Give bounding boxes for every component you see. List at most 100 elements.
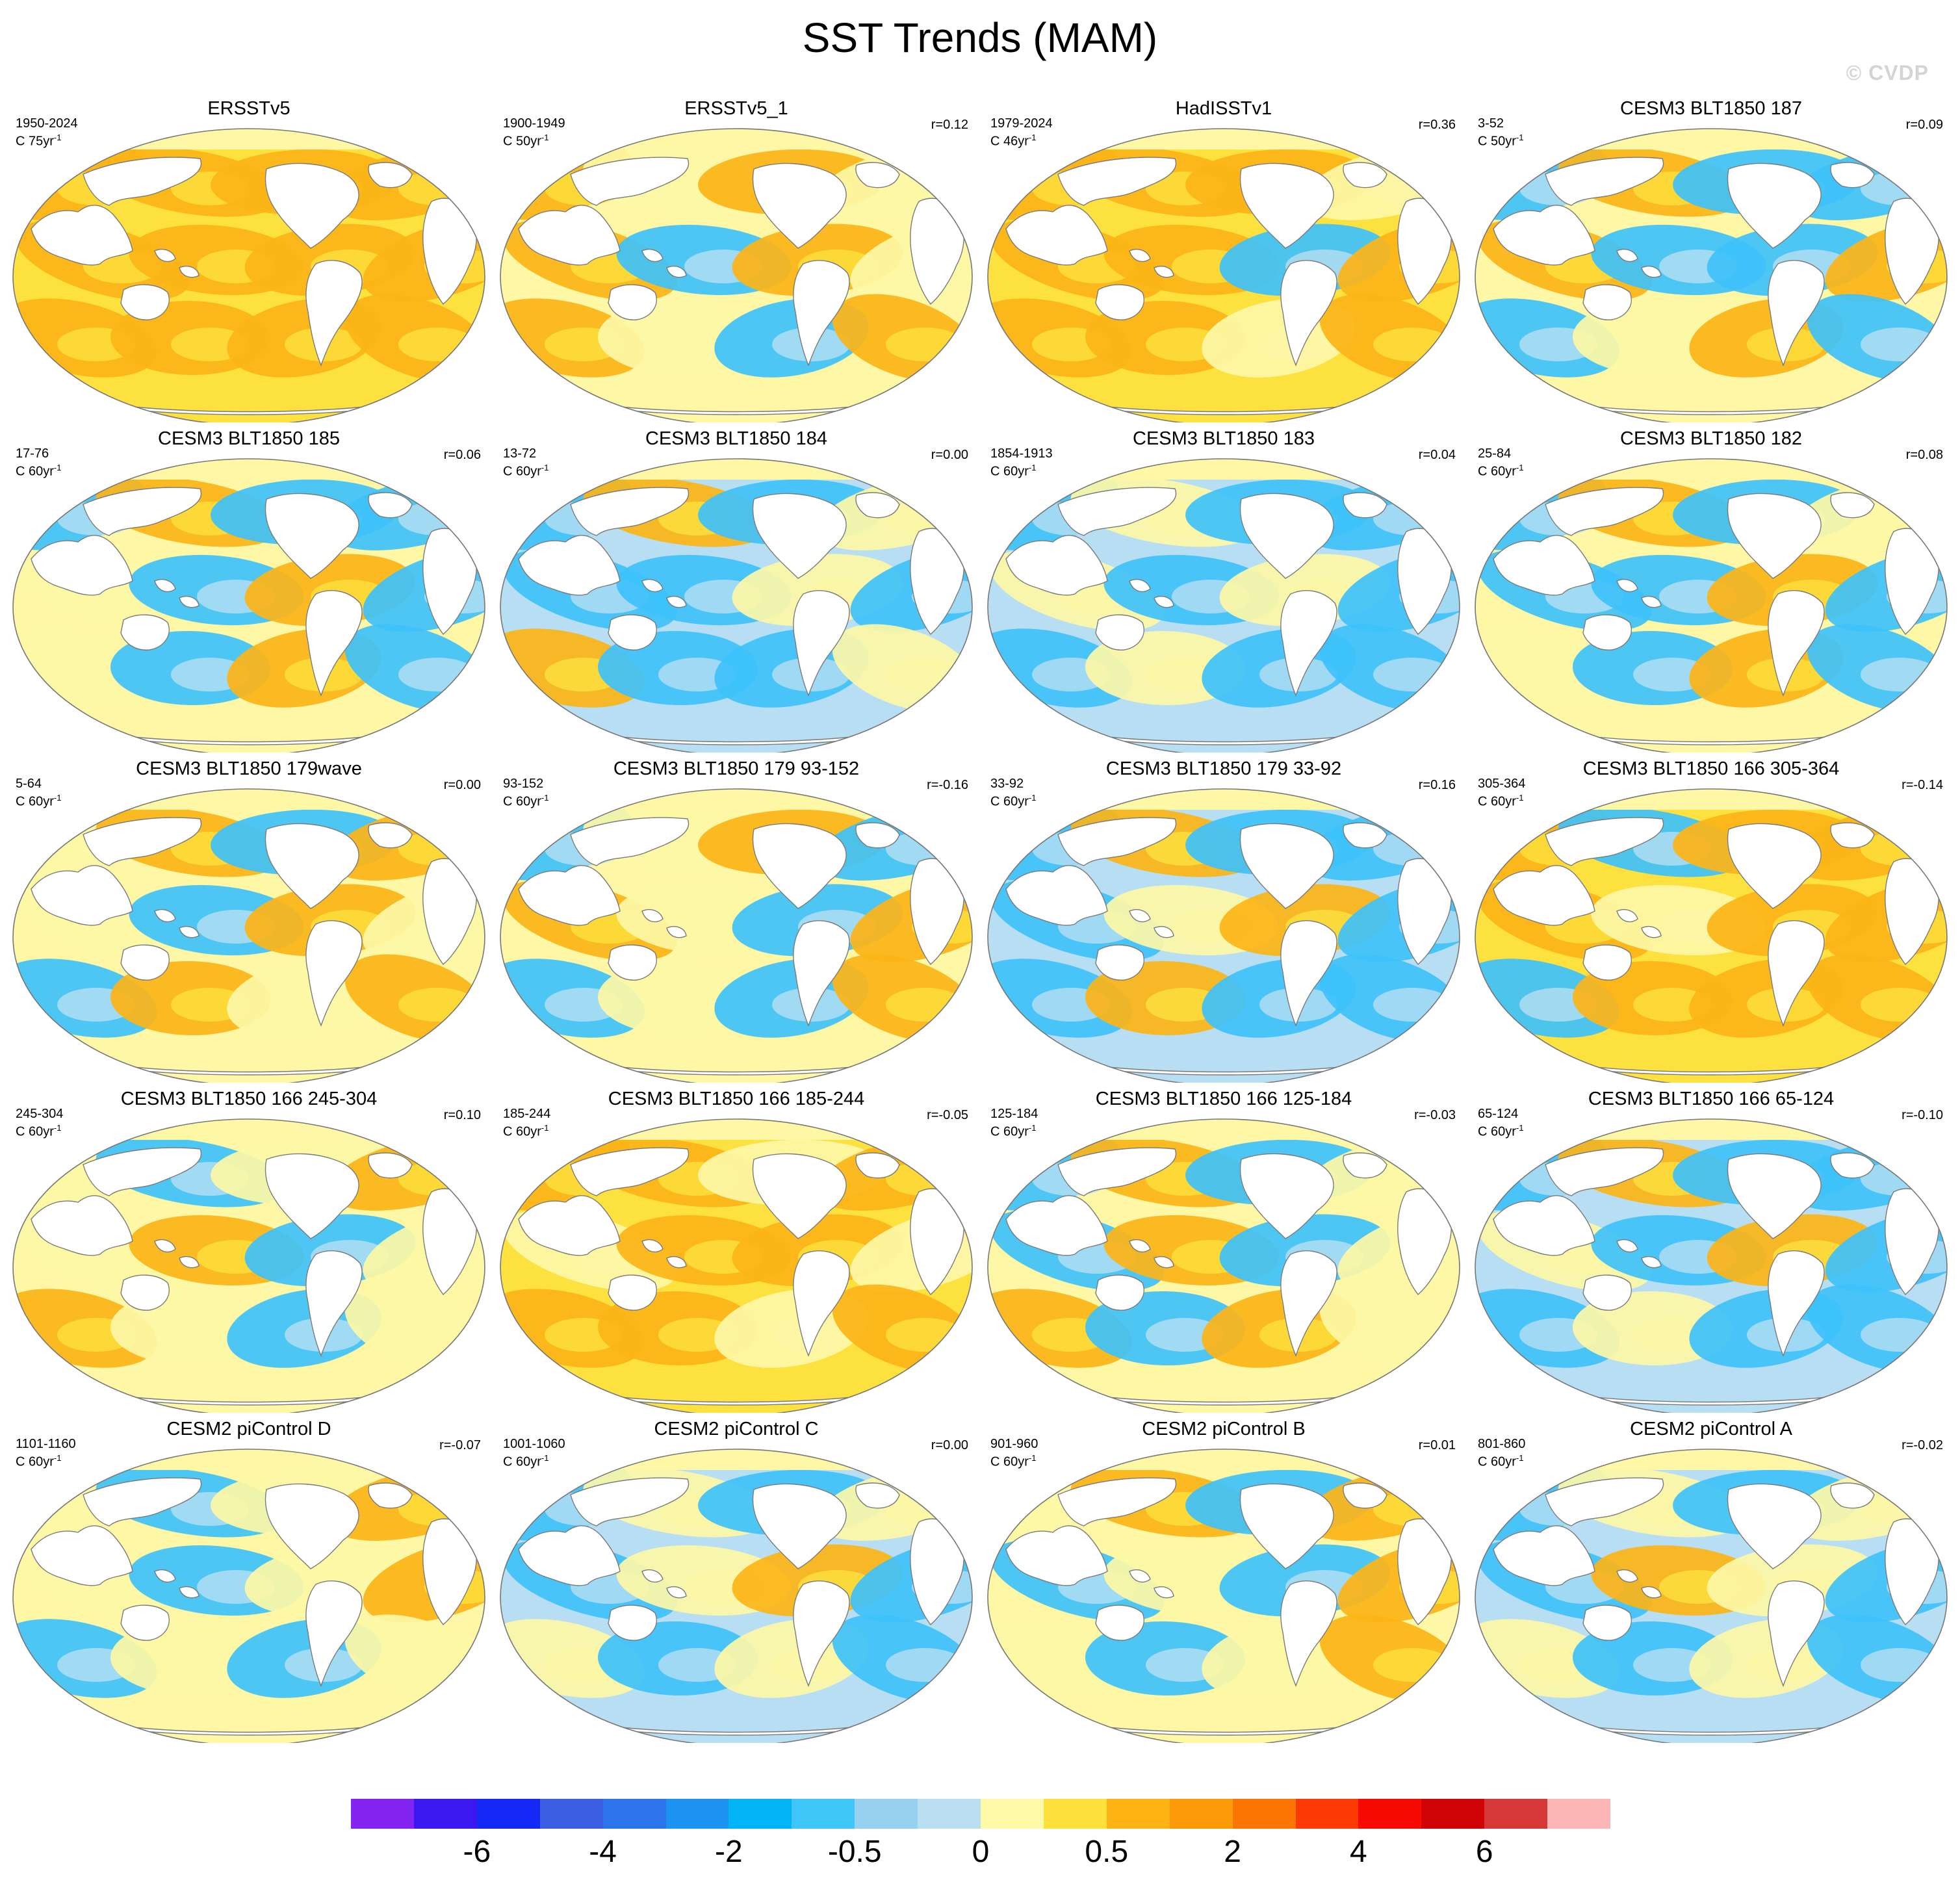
panel-correlation: r=-0.05 <box>927 1108 968 1122</box>
map-panel: CESM3 BLT1850 166 305-364 305-364 C 60yr-1… <box>1467 758 1955 1083</box>
sst-trend-map <box>12 458 485 753</box>
map-panel: CESM3 BLT1850 185 17-76 C 60yr-1 r=0.06 <box>5 428 493 753</box>
map-panel: CESM3 BLT1850 166 245-304 245-304 C 60yr-1… <box>5 1088 493 1413</box>
panel-rate: C 60yr-1 <box>16 793 62 809</box>
map-panel: CESM3 BLT1850 179wave 5-64 C 60yr-1 r=0.00 <box>5 758 493 1083</box>
panel-correlation: r=0.16 <box>1418 778 1456 792</box>
panel-correlation: r=-0.10 <box>1902 1108 1943 1122</box>
colorbar-swatch <box>476 1799 541 1829</box>
panel-rate: C 60yr-1 <box>503 793 549 809</box>
panel-years: 5-64 <box>16 777 42 791</box>
panel-correlation: r=-0.02 <box>1902 1438 1943 1452</box>
panel-title: CESM3 BLT1850 184 <box>645 428 827 449</box>
panel-years: 13-72 <box>503 446 537 461</box>
colorbar-swatch <box>918 1799 981 1829</box>
panel-rate: C 60yr-1 <box>1478 793 1524 809</box>
colorbar-swatch <box>1043 1799 1107 1829</box>
watermark-text: © CVDP <box>1846 61 1929 84</box>
colorbar-swatch <box>1421 1799 1485 1829</box>
map-panel: ERSSTv5 1950-2024 C 75yr-1 <box>5 97 493 422</box>
panel-correlation: r=-0.07 <box>439 1438 481 1452</box>
panel-rate: C 60yr-1 <box>990 793 1037 809</box>
panel-title: CESM3 BLT1850 166 65-124 <box>1588 1089 1835 1109</box>
sst-trend-map <box>500 128 973 422</box>
colorbar-tick-label: -4 <box>589 1835 617 1869</box>
panel-rate: C 50yr-1 <box>1478 133 1524 149</box>
panel-title: CESM3 BLT1850 179 33-92 <box>1105 758 1342 779</box>
panel-title: CESM2 piControl D <box>166 1419 331 1439</box>
colorbar-swatch <box>1484 1799 1548 1829</box>
panel-years: 1950-2024 <box>16 116 78 131</box>
panel-title: CESM2 piControl A <box>1630 1419 1792 1439</box>
sst-trend-map <box>987 458 1460 753</box>
colorbar-swatch <box>665 1799 729 1829</box>
panel-rate: C 60yr-1 <box>503 1453 549 1469</box>
panel-title: CESM3 BLT1850 185 <box>158 428 340 449</box>
map-panel: CESM2 piControl B 901-960 C 60yr-1 r=0.01 <box>980 1418 1467 1743</box>
colorbar-tick-label: 6 <box>1475 1835 1493 1869</box>
sst-trend-map <box>12 788 485 1083</box>
panel-title: CESM2 piControl B <box>1142 1419 1306 1439</box>
sst-trend-map <box>500 1449 973 1743</box>
panel-years: 245-304 <box>16 1107 64 1121</box>
colorbar-swatch <box>729 1799 792 1829</box>
map-panel: HadISSTv1 1979-2024 C 46yr-1 r=0.36 <box>980 97 1467 422</box>
colorbar-swatch <box>1547 1799 1611 1829</box>
panel-rate: C 60yr-1 <box>1478 1123 1524 1139</box>
panel-correlation: r=0.00 <box>931 1438 968 1452</box>
panel-years: 185-244 <box>503 1107 551 1121</box>
sst-trend-map <box>987 128 1460 422</box>
panel-title: CESM3 BLT1850 166 185-244 <box>608 1089 865 1109</box>
sst-trend-map <box>12 1118 485 1413</box>
panel-years: 1979-2024 <box>990 116 1053 131</box>
colorbar-swatch <box>855 1799 918 1829</box>
panel-years: 305-364 <box>1478 777 1526 791</box>
panel-rate: C 60yr-1 <box>1478 1453 1524 1469</box>
panel-years: 125-184 <box>990 1107 1038 1121</box>
colorbar-swatch <box>1169 1799 1233 1829</box>
panel-title: CESM3 BLT1850 179wave <box>136 758 362 779</box>
panel-rate: C 60yr-1 <box>1478 463 1524 479</box>
panel-rate: C 75yr-1 <box>16 133 62 149</box>
panel-title: ERSSTv5 <box>207 98 290 119</box>
colorbar-tick-label: 2 <box>1224 1835 1241 1869</box>
sst-trend-map <box>1475 788 1948 1083</box>
panel-title: CESM2 piControl C <box>654 1419 819 1439</box>
sst-trend-map <box>500 458 973 753</box>
map-panel: CESM2 piControl A 801-860 C 60yr-1 r=-0.02 <box>1467 1418 1955 1743</box>
colorbar-swatch <box>981 1799 1044 1829</box>
panel-correlation: r=-0.16 <box>927 778 968 792</box>
panel-correlation: r=0.00 <box>931 448 968 462</box>
panel-rate: C 50yr-1 <box>503 133 549 149</box>
panel-rate: C 60yr-1 <box>503 463 549 479</box>
panel-years: 801-860 <box>1478 1437 1526 1451</box>
panel-correlation: r=-0.03 <box>1414 1108 1456 1122</box>
colorbar-swatch <box>1232 1799 1296 1829</box>
colorbar-swatch <box>539 1799 604 1829</box>
panel-correlation: r=0.06 <box>443 448 481 462</box>
colorbar-swatch <box>1106 1799 1170 1829</box>
map-panel: CESM3 BLT1850 166 185-244 185-244 C 60yr-1… <box>493 1088 980 1413</box>
panel-title: ERSSTv5_1 <box>684 98 788 119</box>
panel-rate: C 46yr-1 <box>990 133 1037 149</box>
panel-years: 1854-1913 <box>990 446 1053 461</box>
colorbar <box>351 1799 1611 1829</box>
panel-correlation: r=0.36 <box>1418 118 1456 132</box>
map-panel: CESM3 BLT1850 166 125-184 125-184 C 60yr-1… <box>980 1088 1467 1413</box>
panel-correlation: r=0.00 <box>443 778 481 792</box>
colorbar-tick-label: 0.5 <box>1085 1835 1129 1869</box>
sst-trend-map <box>1475 458 1948 753</box>
panel-rate: C 60yr-1 <box>990 1453 1037 1469</box>
panel-years: 93-152 <box>503 777 544 791</box>
panel-years: 25-84 <box>1478 446 1512 461</box>
panel-years: 901-960 <box>990 1437 1038 1451</box>
panel-years: 33-92 <box>990 777 1024 791</box>
panel-title: CESM3 BLT1850 166 245-304 <box>120 1089 378 1109</box>
map-panel: CESM3 BLT1850 179 93-152 93-152 C 60yr-1 r=… <box>493 758 980 1083</box>
map-panel: CESM3 BLT1850 187 3-52 C 50yr-1 r=0.09 <box>1467 97 1955 422</box>
sst-trend-map <box>1475 1449 1948 1743</box>
sst-trend-map <box>12 1449 485 1743</box>
panel-correlation: r=0.01 <box>1418 1438 1456 1452</box>
panel-years: 65-124 <box>1478 1107 1519 1121</box>
sst-trend-map <box>500 788 973 1083</box>
